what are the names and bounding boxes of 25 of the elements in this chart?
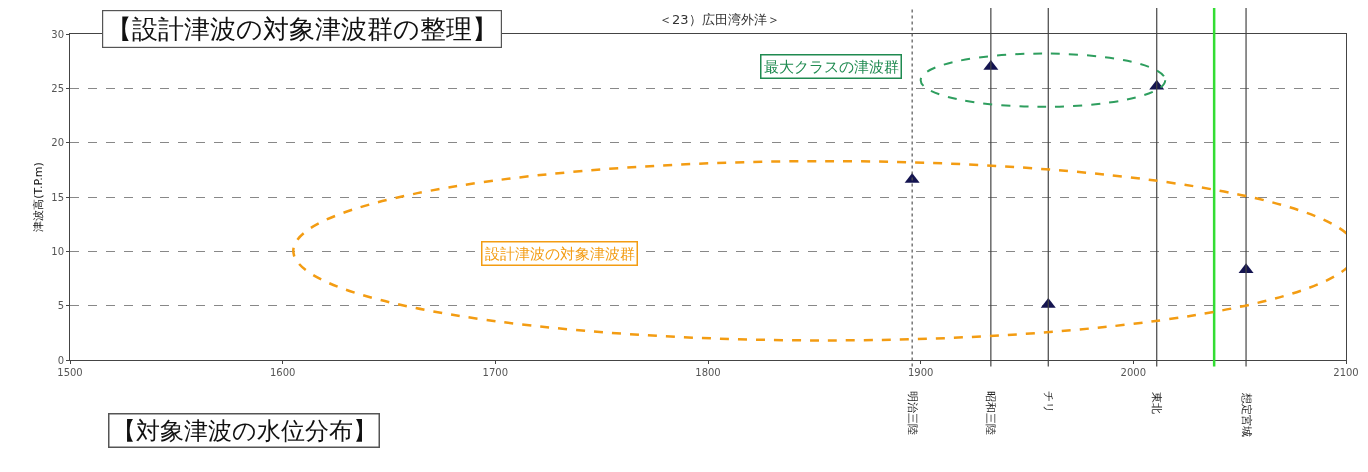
y-tick-label: 0 xyxy=(57,354,64,366)
x-tick-label: 1500 xyxy=(57,367,83,378)
x-tick-label: 1800 xyxy=(695,367,721,378)
annotation: 設計津波の対象津波群 xyxy=(484,244,635,263)
x-tick-label: 1900 xyxy=(907,367,934,378)
ref-line-label: 昭和三陸 xyxy=(984,391,998,436)
chart-title: 【設計津波の対象津波群の整理】 xyxy=(106,14,499,45)
text: 【対象津波の水位分布】 xyxy=(111,416,377,445)
y-tick-label: 5 xyxy=(57,300,64,312)
y-tick-label: 20 xyxy=(51,137,64,149)
x-tick-label: 2000 xyxy=(1120,367,1147,378)
ref-line-label: 明治三陸 xyxy=(905,391,919,436)
chart-subtitle: ＜23）広田湾外洋＞ xyxy=(659,12,780,27)
x-tick-label: 1600 xyxy=(269,367,296,378)
y-tick-label: 25 xyxy=(51,82,64,94)
y-axis-title: 津波高(T.P.m) xyxy=(31,162,45,232)
x-tick-label: 2100 xyxy=(1333,367,1359,378)
y-tick-label: 30 xyxy=(51,28,64,40)
y-tick-label: 10 xyxy=(51,245,64,257)
x-tick-label: 1700 xyxy=(482,367,509,378)
ref-line-label: チリ xyxy=(1041,391,1055,414)
ref-line-label: 想定宮城 xyxy=(1239,391,1253,437)
annotation: 最大クラスの津波群 xyxy=(763,57,899,76)
y-tick-label: 15 xyxy=(51,191,64,203)
ref-line-label: 東北 xyxy=(1150,391,1164,414)
